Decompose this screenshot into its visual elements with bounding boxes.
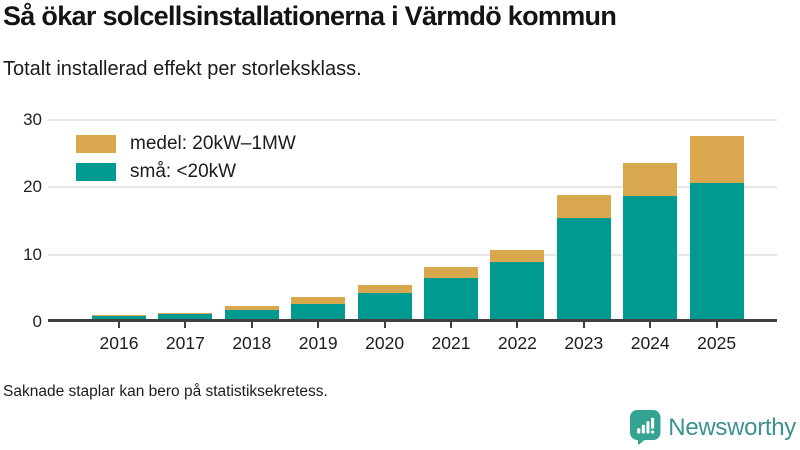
x-tick-2018 [250, 322, 253, 328]
legend-item-medel: medel: 20kW–1MW [76, 133, 296, 155]
x-tick-2024 [649, 322, 652, 328]
bar-2022-medium [490, 250, 545, 263]
bar-2021-medium [424, 267, 478, 278]
x-label-2019: 2019 [298, 333, 338, 353]
gridline-20 [48, 186, 777, 189]
x-tick-2025 [715, 322, 718, 328]
x-tick-2016 [118, 322, 120, 328]
legend-item-sma: små: <20kW [76, 161, 296, 183]
legend: medel: 20kW–1MW små: <20kW [76, 133, 296, 189]
legend-swatch-sma [76, 163, 116, 181]
y-tick-label-10: 10 [23, 244, 42, 264]
legend-swatch-medel [76, 135, 116, 153]
y-tick-label-20: 20 [23, 177, 42, 197]
x-tick-2023 [582, 322, 585, 328]
bar-2025-medium [689, 135, 744, 183]
bar-2019-medium [291, 297, 346, 304]
bar-2021-small [424, 277, 478, 319]
page-title: Så ökar solcellsinstallationerna i Värmd… [3, 1, 617, 31]
newsworthy-icon [630, 410, 661, 445]
plot-area: 2016 2017 2018 2019 2020 2021 2022 2023 2024 2025… [48, 119, 777, 353]
x-tick-2022 [516, 322, 519, 328]
bar-2023-medium [556, 195, 611, 218]
x-label-2021: 2021 [431, 333, 471, 353]
bar-2019-small [291, 303, 346, 319]
bar-2017-small [158, 313, 213, 319]
x-tick-2017 [184, 322, 187, 328]
newsworthy-wordmark: Newsworthy [668, 413, 796, 441]
x-label-2016: 2016 [99, 333, 139, 353]
x-label-2017: 2017 [165, 333, 205, 353]
x-label-2018: 2018 [232, 333, 272, 353]
bar-2016-small [92, 315, 146, 319]
bar-2018-small [224, 310, 279, 319]
x-tick-2020 [383, 322, 386, 328]
x-axis-line [48, 319, 777, 322]
gridline-30 [48, 119, 777, 121]
x-label-2024: 2024 [630, 333, 670, 353]
bar-2024-medium [623, 162, 678, 197]
x-tick-2019 [317, 322, 320, 328]
bar-2020-medium [357, 285, 412, 293]
bar-2024-small [623, 196, 678, 319]
newsworthy-logo[interactable]: Newsworthy [630, 410, 796, 445]
bar-2025-small [689, 183, 744, 319]
x-label-2023: 2023 [564, 333, 604, 353]
bar-2016-medium [92, 314, 146, 316]
x-label-2022: 2022 [497, 333, 537, 353]
page-subtitle: Totalt installerad effekt per storlekskl… [3, 58, 362, 80]
bar-2018-medium [224, 306, 279, 311]
y-tick-label-0: 0 [32, 312, 42, 331]
footnote: Saknade staplar kan bero på statistiksek… [3, 383, 328, 400]
legend-label-medel: medel: 20kW–1MW [130, 133, 296, 154]
bar-2017-medium [158, 312, 213, 314]
x-label-2025: 2025 [697, 333, 737, 353]
bar-2022-small [490, 262, 545, 319]
gridline-10 [48, 253, 777, 256]
x-tick-2021 [450, 322, 452, 328]
bar-2020-small [357, 292, 412, 319]
y-tick-label-30: 30 [23, 110, 42, 129]
bar-2023-small [556, 218, 611, 319]
x-label-2020: 2020 [365, 333, 405, 353]
legend-label-sma: små: <20kW [130, 161, 237, 182]
y-axis-labels: 0 10 20 30 [0, 110, 42, 331]
